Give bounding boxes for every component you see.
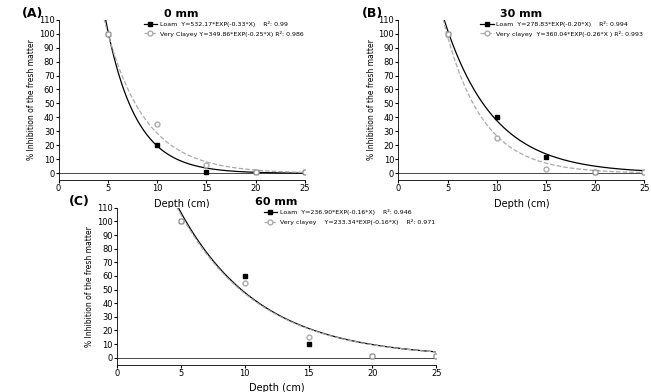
Legend: Loam  Y=532.17*EXP(-0.33*X)    R²: 0.99, Very Clayey Y=349.86*EXP(-0.25*X) R²: 0: Loam Y=532.17*EXP(-0.33*X) R²: 0.99, Ver… [143, 21, 303, 36]
Text: (B): (B) [361, 7, 383, 20]
Title: 30 mm: 30 mm [501, 9, 542, 19]
Y-axis label: % Inhibition of the fresh matter: % Inhibition of the fresh matter [85, 226, 94, 347]
Legend: Loam  Y=236.90*EXP(-0.16*X)    R²: 0.946, Very clayey    Y=233.34*EXP(-0.16*X)  : Loam Y=236.90*EXP(-0.16*X) R²: 0.946, Ve… [264, 209, 435, 225]
Y-axis label: % Inhibition of the fresh matter: % Inhibition of the fresh matter [27, 40, 36, 160]
Y-axis label: % Inhibition of the fresh matter: % Inhibition of the fresh matter [367, 40, 376, 160]
Text: (A): (A) [21, 7, 43, 20]
X-axis label: Depth (cm): Depth (cm) [154, 199, 210, 209]
X-axis label: Depth (cm): Depth (cm) [493, 199, 549, 209]
Legend: Loam  Y=278.83*EXP(-0.20*X)    R²: 0.994, Very clayey  Y=360.04*EXP(-0.26*X ) R²: Loam Y=278.83*EXP(-0.20*X) R²: 0.994, Ve… [480, 21, 643, 36]
Text: (C): (C) [69, 195, 90, 208]
X-axis label: Depth (cm): Depth (cm) [249, 383, 305, 392]
Title: 0 mm: 0 mm [165, 9, 199, 19]
Title: 60 mm: 60 mm [255, 197, 298, 207]
